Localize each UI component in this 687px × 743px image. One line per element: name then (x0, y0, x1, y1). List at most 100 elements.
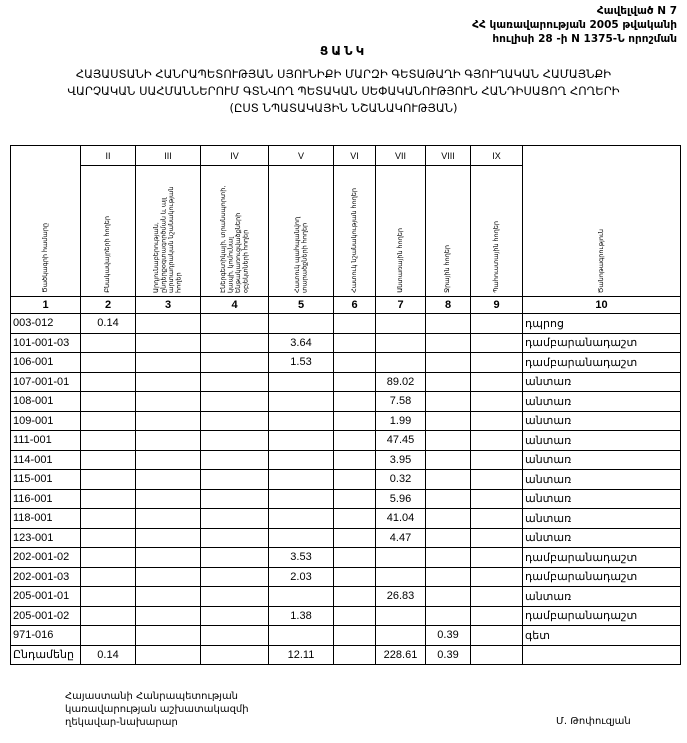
table-cell (135, 527, 201, 548)
table-cell: անտառ (522, 371, 681, 392)
table-cell: 108-001 (10, 391, 81, 412)
table-cell: անտառ (522, 449, 681, 470)
table-row: 118-001 41.04 անտառ (10, 508, 681, 529)
column-roman-number: IV (200, 145, 269, 166)
table-cell (425, 566, 471, 587)
table-cell (268, 527, 334, 548)
table-cell (200, 508, 269, 529)
table-cell (135, 352, 201, 373)
table-cell (425, 605, 471, 626)
table-cell (200, 644, 269, 665)
table-cell: դամբարանադաշտ (522, 566, 681, 587)
column-number: 7 (375, 296, 426, 314)
table-cell (333, 488, 376, 509)
table-row: 116-001 5.96 անտառ (10, 488, 681, 509)
table-row: 202-001-02 3.53 դամբարանադաշտ (10, 547, 681, 568)
table-row: 123-001 4.47 անտառ (10, 527, 681, 548)
table-cell (470, 410, 523, 431)
column-header: Ծածկագրի համարը (10, 145, 81, 297)
table-cell (470, 469, 523, 490)
table-cell (268, 391, 334, 412)
table-cell (333, 371, 376, 392)
column-header: Անտառային հողեր (375, 165, 426, 297)
column-header: Ծանոթագրություն (522, 145, 681, 297)
column-header: Պահուստային հողեր (470, 165, 523, 297)
table-cell (200, 547, 269, 568)
table-cell (425, 508, 471, 529)
table-row: 101-001-03 3.64 դամբարանադաշտ (10, 332, 681, 353)
table-cell (375, 605, 426, 626)
column-number: 2 (80, 296, 136, 314)
footer-line: ղեկավար-նախարար (65, 717, 178, 728)
table-cell: 109-001 (10, 410, 81, 431)
table-cell (425, 352, 471, 373)
table-cell (425, 332, 471, 353)
table-cell (268, 430, 334, 451)
table-cell: 1.38 (268, 605, 334, 626)
document-title: ՑԱՆԿ (319, 44, 368, 58)
table-cell: 3.64 (268, 332, 334, 353)
signatory-name: Մ. Թոփուզյան (556, 716, 631, 727)
table-cell (425, 547, 471, 568)
table-cell (425, 586, 471, 607)
table-cell (135, 547, 201, 568)
table-cell (470, 508, 523, 529)
table-cell: 0.32 (375, 469, 426, 490)
table-cell (135, 410, 201, 431)
table-cell (135, 605, 201, 626)
table-cell: 101-001-03 (10, 332, 81, 353)
table-cell (80, 352, 136, 373)
table-cell (470, 527, 523, 548)
table-cell (333, 625, 376, 646)
table-cell (333, 527, 376, 548)
table-cell: 3.95 (375, 449, 426, 470)
table-cell (470, 391, 523, 412)
table-cell: անտառ (522, 586, 681, 607)
table-cell (333, 547, 376, 568)
table-cell: անտառ (522, 488, 681, 509)
subtitle-line: (ԸՍՏ ՆՊԱՏԱԿԱՅԻՆ ՆՇԱՆԱԿՈՒԹՅԱՆ) (229, 101, 458, 115)
table-cell (135, 430, 201, 451)
table-cell (200, 527, 269, 548)
table-cell (425, 488, 471, 509)
column-number: 3 (135, 296, 201, 314)
table-cell: 47.45 (375, 430, 426, 451)
table-row: 205-001-02 1.38 դամբարանադաշտ (10, 605, 681, 626)
table-cell: 202-001-02 (10, 547, 81, 568)
table-cell (425, 371, 471, 392)
column-number: 5 (268, 296, 334, 314)
table-cell: 003-012 (10, 313, 81, 334)
annex-reference: Հավելված N 7 ՀՀ կառավարության 2005 թվակա… (472, 4, 677, 46)
table-cell (470, 449, 523, 470)
table-cell (333, 332, 376, 353)
column-roman-number: IX (470, 145, 523, 166)
table-cell (80, 605, 136, 626)
table-cell (135, 586, 201, 607)
document-subtitle: ՀԱՅԱՍՏԱՆԻ ՀԱՆՐԱՊԵՏՈՒԹՅԱՆ ՍՅՈՒՆԻՔԻ ՄԱՐԶԻ … (0, 66, 687, 117)
table-row: 205-001-01 26.83 անտառ (10, 586, 681, 607)
table-cell (268, 410, 334, 431)
footer-line: կառավարության աշխատակազմի (65, 704, 249, 715)
annex-line: հուլիսի 28 -ի N 1375-Ն որոշման (492, 33, 677, 45)
table-cell: 123-001 (10, 527, 81, 548)
column-number: 4 (200, 296, 269, 314)
table-cell (80, 410, 136, 431)
column-roman-number: VII (375, 145, 426, 166)
table-cell (375, 313, 426, 334)
table-cell (333, 449, 376, 470)
table-cell (135, 644, 201, 665)
table-cell (80, 488, 136, 509)
table-cell (470, 430, 523, 451)
table-cell: անտառ (522, 508, 681, 529)
table-cell: դամբարանադաշտ (522, 605, 681, 626)
column-number: 10 (522, 296, 681, 314)
table-cell: 41.04 (375, 508, 426, 529)
table-cell (80, 527, 136, 548)
table-cell (200, 625, 269, 646)
table-cell (333, 508, 376, 529)
table-cell (470, 332, 523, 353)
table-cell (200, 449, 269, 470)
signatory-title: Հայաստանի Հանրապետության կառավարության ա… (65, 690, 249, 729)
table-cell: անտառ (522, 430, 681, 451)
